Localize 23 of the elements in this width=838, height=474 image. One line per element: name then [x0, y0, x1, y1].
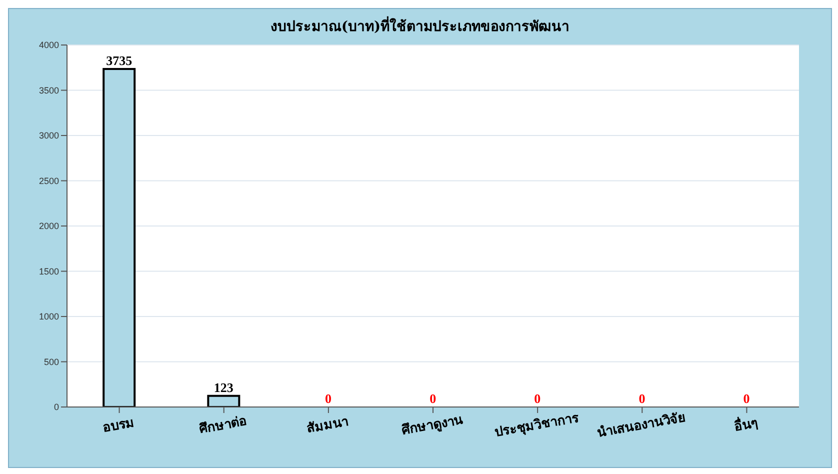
y-tick-label: 3500	[38, 85, 59, 96]
data-label: 0	[430, 391, 436, 406]
data-label: 0	[324, 391, 332, 406]
y-tick-label: 0	[54, 402, 59, 412]
y-tick-label: 4000	[38, 40, 59, 50]
y-tick-label: 1500	[38, 266, 59, 276]
y-tick-label: 500	[44, 356, 59, 367]
x-tick-label: อื่นๆ	[732, 413, 760, 436]
data-label: 0	[638, 391, 646, 406]
x-tick-label: ประชุมวิชาการ	[494, 410, 580, 440]
y-tick-label: 2000	[38, 221, 59, 232]
data-label: 0	[743, 391, 750, 406]
data-label: 123	[214, 380, 234, 395]
x-tick-label: ศึกษาดูงาน	[400, 412, 464, 438]
y-tick-label: 2500	[38, 176, 59, 186]
data-label: 3735	[106, 52, 133, 68]
chart-title: งบประมาณ(บาท)ที่ใช้ตามประเภทของการพัฒนา	[269, 15, 571, 37]
data-label: 0	[534, 391, 541, 406]
y-tick-label: 1000	[38, 312, 59, 322]
x-tick-label: อบรม	[102, 415, 136, 436]
y-tick-label: 3000	[38, 130, 59, 141]
x-tick-label: สัมมนา	[306, 414, 350, 437]
x-tick-label: ศึกษาต่อ	[198, 413, 248, 438]
